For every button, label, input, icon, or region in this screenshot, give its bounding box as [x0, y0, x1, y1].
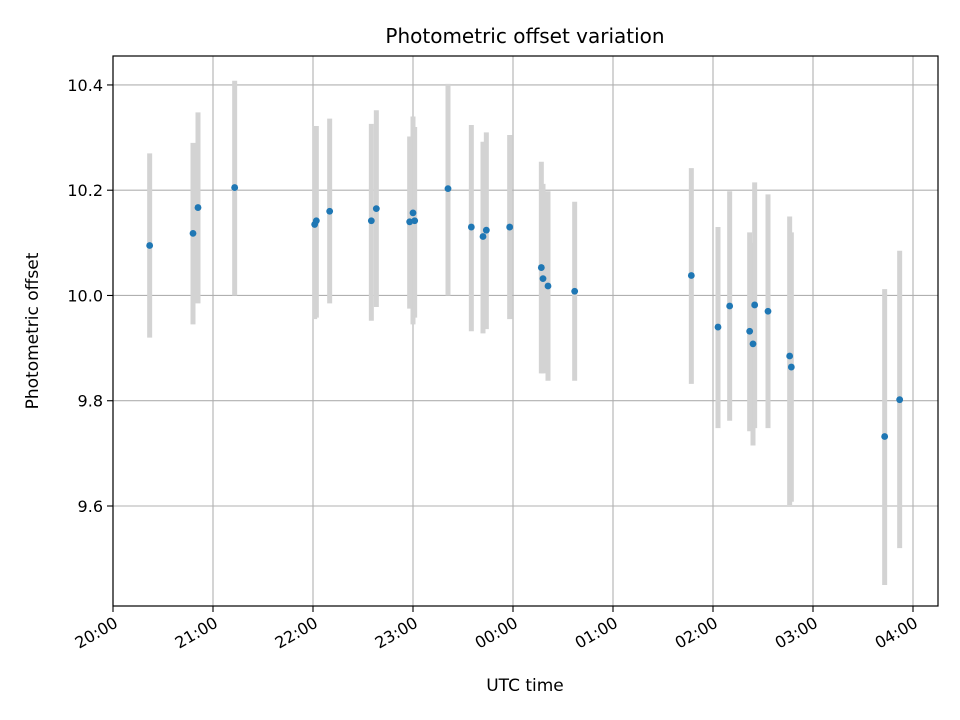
data-point [231, 184, 239, 191]
data-point [749, 340, 757, 348]
data-point [786, 352, 794, 360]
y-tick-label: 10.4 [67, 76, 103, 95]
y-tick-label: 10.2 [67, 181, 103, 200]
data-point [479, 233, 487, 240]
data-point [746, 327, 754, 335]
y-axis-label: Photometric offset [23, 252, 43, 409]
data-point [326, 207, 334, 215]
x-axis-label: UTC time [486, 676, 564, 696]
data-point [726, 302, 734, 310]
data-point [444, 185, 452, 193]
data-point [146, 242, 154, 249]
data-point [482, 226, 490, 234]
y-tick-label: 10.0 [67, 286, 103, 305]
data-point [764, 307, 772, 315]
data-point [751, 301, 759, 309]
data-point [714, 323, 722, 331]
data-point [367, 217, 375, 225]
data-point [411, 217, 419, 225]
data-point [687, 272, 695, 279]
data-point [881, 433, 889, 440]
y-tick-label: 9.6 [78, 497, 103, 516]
data-point [194, 204, 202, 211]
data-point [372, 205, 380, 213]
chart-title: Photometric offset variation [385, 24, 664, 48]
data-point [409, 209, 417, 217]
data-point [506, 223, 514, 231]
data-point [537, 264, 545, 271]
data-point [896, 396, 904, 404]
data-point [787, 363, 795, 371]
data-point [571, 287, 579, 295]
plot-frame [112, 55, 939, 607]
grid-layer [112, 56, 938, 606]
data-point [312, 217, 320, 225]
data-point [189, 229, 197, 237]
y-tick-label: 9.8 [78, 392, 103, 411]
data-point [539, 275, 547, 283]
point-layer [146, 184, 904, 440]
data-point [544, 282, 552, 290]
data-point [467, 223, 475, 231]
